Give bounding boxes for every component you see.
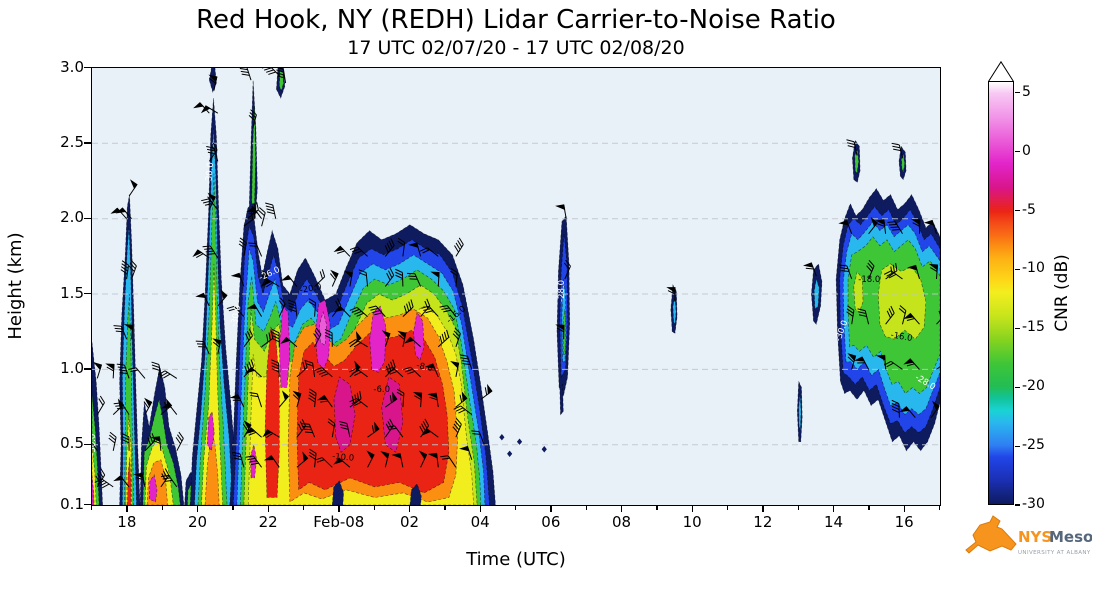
x-minor-tick-mark	[373, 506, 375, 510]
y-tick-mark	[84, 142, 91, 144]
y-tick-label: 0.1	[60, 494, 84, 513]
svg-text:-16.0: -16.0	[890, 330, 913, 344]
colorbar-tick-label: -15	[1022, 319, 1045, 336]
colorbar-tick-mark	[1015, 327, 1020, 329]
colorbar-extend-arrow	[988, 61, 1014, 82]
gridlines	[92, 142, 940, 446]
svg-text:-20.0: -20.0	[299, 282, 322, 296]
svg-text:-10.0: -10.0	[332, 452, 355, 464]
svg-text:-30.0: -30.0	[229, 304, 243, 328]
colorbar-tick-label: -30	[1022, 496, 1045, 512]
chart-subtitle: 17 UTC 02/07/20 - 17 UTC 02/08/20	[347, 37, 685, 59]
y-tick-label: 0.5	[60, 434, 84, 453]
svg-text:-30.0: -30.0	[204, 162, 216, 185]
x-tick-label: 16	[894, 513, 914, 531]
x-tick-label: 10	[682, 513, 702, 531]
colorbar-tick-label: 0	[1022, 142, 1031, 159]
x-tick-label: 08	[611, 513, 632, 531]
colorbar-tick-mark	[1015, 445, 1020, 447]
x-tick-mark	[338, 506, 340, 512]
svg-text:-30.0: -30.0	[92, 434, 98, 456]
x-minor-tick-mark	[91, 506, 93, 510]
x-tick-mark	[620, 506, 623, 512]
x-minor-tick-mark	[303, 506, 305, 510]
colorbar-label: CNR (dB)	[1052, 254, 1072, 332]
y-tick-mark	[84, 66, 91, 69]
colorbar-tick-mark	[1015, 268, 1020, 271]
svg-text:-28.0: -28.0	[557, 280, 567, 302]
y-tick-label: 1.0	[60, 358, 84, 377]
svg-text:-18.0: -18.0	[858, 275, 880, 285]
colorbar-tick-mark	[1015, 386, 1020, 388]
colorbar-tick-label: -20	[1022, 378, 1045, 395]
cnr-contour-plot: -30.0-30.0-30.0-26.0-20.0-10.0-6.0-8.0-1…	[92, 68, 940, 505]
x-minor-tick-mark	[444, 506, 446, 510]
y-axis-label: Height (km)	[5, 232, 26, 340]
colorbar-tick-label: -25	[1022, 437, 1045, 454]
nys-mesonet-logo: NYS Mesonet UNIVERSITY AT ALBANY	[962, 512, 1093, 584]
x-minor-tick-mark	[868, 506, 870, 510]
y-tick-mark	[84, 368, 91, 370]
x-tick-label: 14	[823, 513, 844, 531]
plot-area: -30.0 -30.0 -30.0 -26.0 -20.0 -10.0 -6.0 -8.0 -1…	[91, 67, 941, 506]
colorbar-tick-label: -5	[1022, 201, 1036, 218]
x-tick-label: 22	[258, 513, 278, 531]
x-tick-mark	[196, 506, 199, 512]
x-axis-label: Time (UTC)	[466, 549, 566, 570]
x-tick-mark	[832, 506, 835, 512]
y-tick-mark	[84, 443, 91, 445]
colorbar-tick-label: 5	[1022, 83, 1031, 100]
x-tick-mark	[126, 506, 128, 512]
x-minor-tick-mark	[656, 506, 658, 510]
y-tick-mark	[84, 217, 91, 219]
y-tick-label: 2.0	[60, 208, 84, 227]
x-minor-tick-mark	[232, 506, 234, 510]
chart-title: Red Hook, NY (REDH) Lidar Carrier-to-Noi…	[196, 5, 836, 35]
x-tick-mark	[691, 506, 693, 512]
x-minor-tick-mark	[797, 506, 799, 510]
x-tick-label: 06	[541, 513, 561, 531]
x-minor-tick-mark	[515, 506, 517, 510]
colorbar-tick-mark	[1015, 504, 1020, 506]
svg-text:-6.0: -6.0	[373, 385, 390, 395]
colorbar-tick-mark	[1015, 92, 1020, 94]
x-tick-label: Feb-08	[313, 513, 365, 531]
wind-barbs	[92, 68, 940, 489]
x-tick-label: 04	[470, 513, 490, 531]
y-tick-mark	[84, 503, 91, 506]
x-tick-label: 18	[117, 513, 137, 531]
x-tick-mark	[479, 506, 481, 512]
x-minor-tick-mark	[939, 506, 941, 510]
logo-nys-text: NYS	[1018, 528, 1052, 546]
logo-mesonet-text: Mesonet	[1049, 528, 1092, 546]
x-minor-tick-mark	[161, 506, 163, 510]
cnr-contours	[92, 68, 940, 505]
x-tick-mark	[267, 506, 269, 512]
x-tick-label: 02	[399, 513, 420, 531]
y-tick-mark	[84, 292, 91, 295]
x-minor-tick-mark	[585, 506, 587, 510]
y-tick-label: 1.5	[60, 283, 84, 302]
logo-tagline-text: UNIVERSITY AT ALBANY	[1018, 550, 1091, 556]
y-tick-label: 2.5	[60, 132, 84, 151]
colorbar	[988, 81, 1014, 505]
svg-text:-8.0: -8.0	[415, 361, 433, 374]
x-tick-label: 20	[187, 513, 208, 531]
x-tick-label: 12	[753, 513, 773, 531]
x-minor-tick-mark	[727, 506, 729, 510]
y-tick-label: 3.0	[60, 57, 84, 76]
colorbar-tick-label: -10	[1022, 260, 1045, 277]
colorbar-tick-mark	[1015, 209, 1020, 212]
x-tick-mark	[408, 506, 411, 512]
colorbar-tick-mark	[1015, 151, 1020, 153]
ny-state-shape-icon	[965, 515, 1017, 554]
x-tick-mark	[762, 506, 764, 512]
x-tick-mark	[550, 506, 552, 512]
x-tick-mark	[903, 506, 905, 512]
